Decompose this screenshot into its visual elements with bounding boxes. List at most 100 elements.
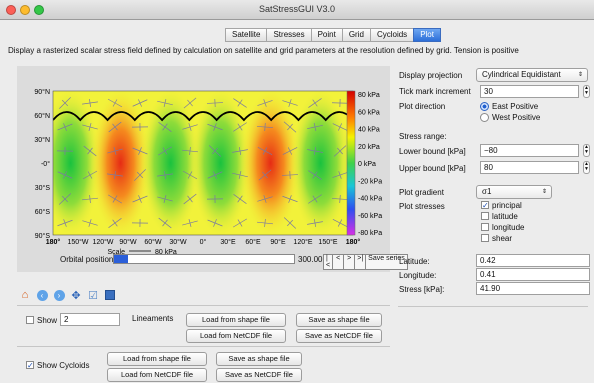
east-positive-radio[interactable] — [480, 102, 489, 111]
y-tick-label: 60°N — [34, 112, 50, 120]
projection-select[interactable]: Cylindrical Equidistant ⇕ — [476, 68, 588, 82]
stress-range-label: Stress range: — [399, 132, 447, 141]
longitude-option-label: longitude — [492, 223, 525, 232]
stress-vector — [283, 217, 297, 229]
plot-gradient-select[interactable]: σ1 ⇕ — [476, 185, 552, 199]
save-series-button[interactable]: Save series — [365, 254, 408, 270]
close-window-button[interactable] — [6, 5, 16, 15]
orbital-position-label: Orbital position — [60, 255, 114, 264]
minimize-window-button[interactable] — [20, 5, 30, 15]
upper-bound-label: Upper bound [kPa] — [399, 164, 466, 173]
principal-checkbox[interactable]: ✓ — [481, 201, 489, 210]
west-positive-radio[interactable] — [480, 113, 489, 122]
upper-bound-input[interactable]: 80 — [480, 161, 579, 174]
longitude-readout[interactable]: 0.41 — [476, 268, 590, 281]
x-tick-label: 90°W — [119, 238, 137, 246]
orbital-position-slider[interactable] — [113, 254, 295, 264]
divider — [17, 346, 390, 347]
load-cycloids-shape-button[interactable]: Load from shape file — [107, 352, 207, 366]
tab-cycloids[interactable]: Cycloids — [369, 28, 415, 42]
x-tick-label: 90°E — [270, 238, 286, 246]
x-tick-label: 30°W — [169, 238, 187, 246]
scale-label: Scale — [107, 249, 125, 256]
lower-bound-stepper[interactable]: ▲ ▼ — [583, 144, 590, 157]
tab-point[interactable]: Point — [310, 28, 343, 42]
stress-vector — [134, 169, 146, 181]
show-lineaments-checkbox[interactable] — [26, 316, 34, 324]
stress-vector — [233, 194, 247, 204]
pan-icon[interactable]: ✥ — [71, 289, 81, 302]
orbit-next-button[interactable]: > — [343, 254, 356, 270]
lower-bound-input[interactable]: −80 — [480, 144, 579, 157]
tab-plot[interactable]: Plot — [413, 28, 441, 42]
load-lineaments-netcdf-button[interactable]: Load fom NetCDF file — [186, 329, 286, 343]
zoom-window-button[interactable] — [34, 5, 44, 15]
stress-vector — [282, 195, 298, 203]
latitude-checkbox[interactable] — [481, 212, 489, 220]
cycloid-path — [53, 111, 353, 122]
colorbar-tick-label: -40 kPa — [358, 196, 382, 203]
stress-vector — [57, 123, 73, 131]
plot-description: Display a rasterized scalar stress field… — [8, 46, 519, 55]
stress-vector — [57, 171, 73, 179]
tab-stresses[interactable]: Stresses — [266, 28, 312, 42]
stress-vector — [158, 122, 172, 132]
plot-gradient-value: σ1 — [482, 187, 492, 196]
chevron-updown-icon: ⇕ — [577, 72, 583, 78]
load-lineaments-shape-button[interactable]: Load from shape file — [186, 313, 286, 327]
stress-vector — [233, 98, 247, 108]
colorbar-tick-label: 60 kPa — [358, 109, 380, 116]
divider — [398, 306, 588, 307]
plot-gradient-label: Plot gradient — [399, 188, 444, 197]
stress-vector — [107, 170, 123, 180]
upper-bound-stepper[interactable]: ▲ ▼ — [583, 161, 590, 174]
save-lineaments-netcdf-button[interactable]: Save as NetCDF file — [296, 329, 382, 343]
shear-checkbox[interactable] — [481, 234, 489, 242]
save-icon[interactable] — [103, 288, 117, 302]
orbit-prev-button[interactable]: < — [332, 254, 345, 270]
tab-satellite[interactable]: Satellite — [225, 28, 268, 42]
x-tick-label: 0° — [200, 238, 207, 246]
show-cycloids-label: Show Cycloids — [37, 361, 90, 370]
stress-vector — [108, 218, 122, 228]
stress-vector — [207, 123, 223, 131]
shear-option-label: shear — [492, 234, 513, 243]
home-icon[interactable]: ⌂ — [21, 289, 29, 301]
title-bar: SatStressGUI V3.0 — [0, 0, 594, 20]
stress-readout-label: Stress [kPa]: — [399, 285, 445, 294]
stress-vector — [82, 98, 98, 108]
forward-icon[interactable]: › — [52, 288, 66, 302]
tab-grid[interactable]: Grid — [341, 28, 371, 42]
load-cycloids-netcdf-button[interactable]: Load fom NetCDF file — [107, 368, 207, 382]
lineament-count-input[interactable]: 2 — [60, 313, 120, 326]
x-tick-label: 120°E — [293, 238, 312, 246]
stress-vector — [182, 170, 198, 180]
stress-vector — [308, 194, 322, 204]
latitude-readout[interactable]: 0.42 — [476, 254, 590, 267]
save-lineaments-shape-button[interactable]: Save as shape file — [296, 313, 382, 327]
stress-vector — [158, 217, 172, 229]
orbit-nav-buttons: |< < > >| Save series — [323, 254, 408, 270]
stress-vector — [307, 218, 323, 228]
longitude-checkbox[interactable] — [481, 223, 489, 231]
stress-vector — [332, 219, 348, 227]
tick-increment-input[interactable]: 30 — [480, 85, 579, 98]
show-cycloids-checkbox[interactable]: ✓ — [26, 361, 34, 370]
y-tick-label: 90°S — [35, 232, 51, 240]
back-icon[interactable]: ‹ — [35, 288, 49, 302]
save-cycloids-netcdf-button[interactable]: Save as NetCDF file — [216, 368, 302, 382]
stress-vector — [233, 122, 247, 132]
x-tick-label: 60°W — [144, 238, 162, 246]
stress-readout[interactable]: 41.90 — [476, 282, 590, 295]
tick-increment-stepper[interactable]: ▲ ▼ — [583, 85, 590, 98]
y-tick-label: 60°S — [35, 208, 51, 216]
stress-vector — [182, 146, 198, 156]
stress-vector — [157, 146, 173, 156]
tension-region — [240, 91, 301, 235]
orbit-row: Orbital position 300.00 |< < > >| Save s… — [17, 254, 408, 270]
save-cycloids-shape-button[interactable]: Save as shape file — [216, 352, 302, 366]
show-lineaments-label: Show — [37, 316, 58, 325]
latitude-label: Latitude: — [399, 257, 430, 266]
configure-icon[interactable]: ☑ — [88, 289, 98, 302]
